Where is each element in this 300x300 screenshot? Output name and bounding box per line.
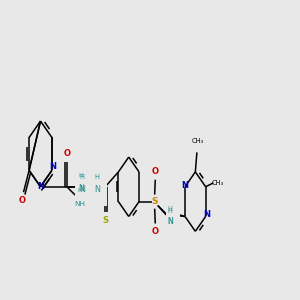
Text: N: N xyxy=(203,210,210,219)
Text: CH₃: CH₃ xyxy=(212,180,224,186)
Text: H: H xyxy=(80,174,84,180)
Bar xyxy=(75,163,92,206)
Text: O: O xyxy=(152,227,159,236)
Text: H: H xyxy=(79,172,83,178)
Text: S: S xyxy=(152,197,158,206)
Text: N: N xyxy=(94,185,100,194)
Text: O: O xyxy=(19,196,26,205)
Text: O: O xyxy=(152,167,159,176)
Text: H: H xyxy=(168,206,173,212)
Text: N: N xyxy=(49,162,56,171)
Text: O: O xyxy=(63,149,70,158)
Bar xyxy=(90,163,107,206)
Text: N: N xyxy=(79,185,85,194)
Text: N: N xyxy=(78,184,84,193)
Text: N: N xyxy=(167,218,173,226)
Text: H: H xyxy=(168,208,172,214)
Text: H: H xyxy=(94,174,99,180)
Text: N: N xyxy=(38,182,45,191)
Text: N: N xyxy=(167,218,173,226)
Text: NH: NH xyxy=(75,201,86,207)
Text: CH₃: CH₃ xyxy=(191,138,204,144)
Text: S: S xyxy=(102,216,108,225)
Text: N: N xyxy=(181,181,188,190)
Text: H: H xyxy=(78,188,82,193)
Bar xyxy=(166,199,180,235)
